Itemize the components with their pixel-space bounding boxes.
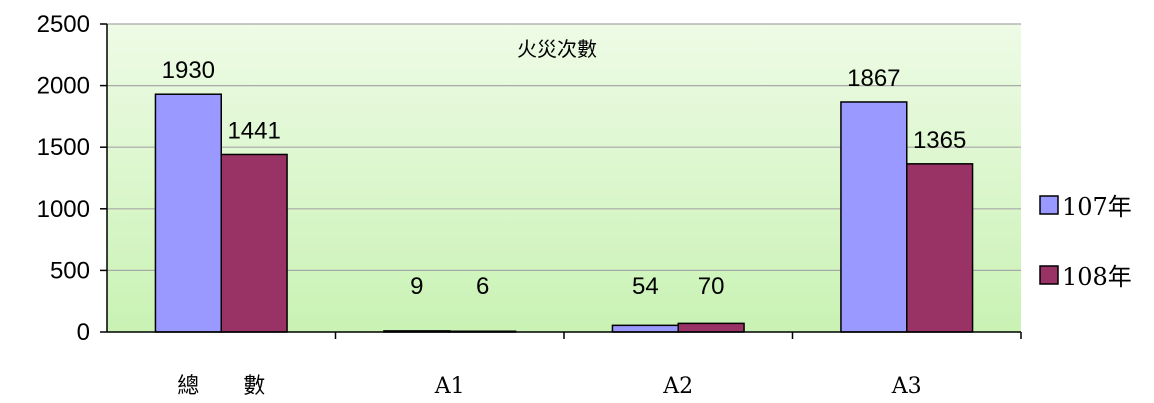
data-label-0-2: 54 bbox=[632, 273, 659, 300]
bar-0-2 bbox=[611, 324, 680, 333]
bar-0-3 bbox=[840, 101, 908, 333]
legend-swatch-1 bbox=[1039, 265, 1059, 285]
category-label-1: A1 bbox=[434, 374, 465, 399]
data-label-0-0: 1930 bbox=[162, 57, 215, 84]
legend: 107年 108年 bbox=[1039, 193, 1132, 291]
category-label-0: 總 數 bbox=[177, 374, 265, 399]
legend-label-0: 107年 bbox=[1062, 193, 1132, 221]
y-tick-labels: 0 500 1000 1500 2000 2500 bbox=[37, 11, 90, 346]
category-label-2: A2 bbox=[662, 374, 693, 399]
legend-swatch-0 bbox=[1039, 195, 1059, 215]
legend-label-1: 108年 bbox=[1062, 263, 1132, 291]
bar-1-0 bbox=[220, 153, 288, 333]
data-label-0-1: 9 bbox=[410, 273, 423, 300]
category-label-3: A3 bbox=[891, 374, 922, 399]
data-label-1-3: 1365 bbox=[913, 127, 966, 154]
axes bbox=[100, 23, 1022, 339]
y-tick-label-0: 0 bbox=[77, 319, 90, 346]
bar-1-3 bbox=[906, 163, 974, 333]
data-labels: 1930 1441 9 6 54 70 1867 1365 bbox=[162, 57, 967, 300]
y-tick-label-2000: 2000 bbox=[37, 73, 90, 100]
chart-title: 火災次數 bbox=[517, 37, 597, 61]
category-labels: 總 數 A1 A2 A3 bbox=[177, 374, 921, 399]
y-tick-label-1000: 1000 bbox=[37, 196, 90, 223]
y-tick-label-1500: 1500 bbox=[37, 134, 90, 161]
data-label-1-2: 70 bbox=[698, 273, 725, 300]
y-tick-label-500: 500 bbox=[50, 257, 90, 284]
bar-0-0 bbox=[154, 93, 222, 333]
data-label-1-1: 6 bbox=[476, 273, 489, 300]
bars bbox=[154, 93, 974, 333]
bar-1-2 bbox=[677, 322, 745, 333]
data-label-0-3: 1867 bbox=[847, 65, 900, 92]
y-tick-label-2500: 2500 bbox=[37, 11, 90, 38]
data-label-1-0: 1441 bbox=[227, 117, 280, 144]
